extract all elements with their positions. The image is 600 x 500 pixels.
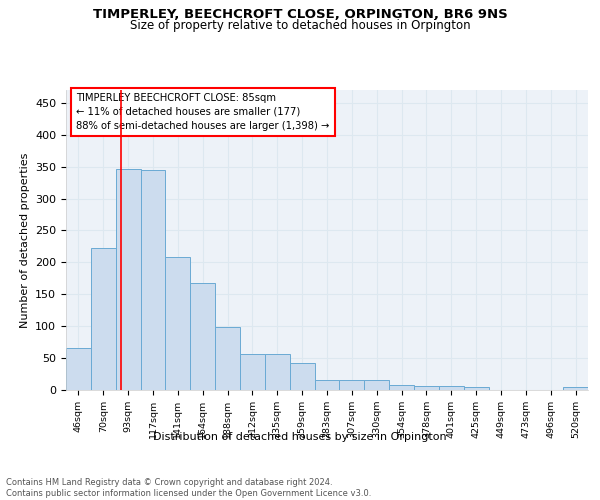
Bar <box>116 168 140 390</box>
Bar <box>265 354 290 390</box>
Bar <box>439 386 464 390</box>
Bar <box>340 380 364 390</box>
Text: Distribution of detached houses by size in Orpington: Distribution of detached houses by size … <box>153 432 447 442</box>
Text: Contains HM Land Registry data © Crown copyright and database right 2024.
Contai: Contains HM Land Registry data © Crown c… <box>6 478 371 498</box>
Text: Size of property relative to detached houses in Orpington: Size of property relative to detached ho… <box>130 19 470 32</box>
Bar <box>563 387 588 390</box>
Bar <box>190 283 215 390</box>
Bar <box>66 348 91 390</box>
Bar <box>215 328 240 390</box>
Bar <box>414 386 439 390</box>
Text: TIMPERLEY, BEECHCROFT CLOSE, ORPINGTON, BR6 9NS: TIMPERLEY, BEECHCROFT CLOSE, ORPINGTON, … <box>92 8 508 20</box>
Bar <box>314 380 340 390</box>
Bar <box>166 257 190 390</box>
Bar <box>240 354 265 390</box>
Bar <box>140 170 166 390</box>
Bar <box>91 248 116 390</box>
Bar <box>290 363 314 390</box>
Text: TIMPERLEY BEECHCROFT CLOSE: 85sqm
← 11% of detached houses are smaller (177)
88%: TIMPERLEY BEECHCROFT CLOSE: 85sqm ← 11% … <box>76 93 330 131</box>
Bar <box>389 385 414 390</box>
Bar <box>464 387 488 390</box>
Y-axis label: Number of detached properties: Number of detached properties <box>20 152 29 328</box>
Bar <box>364 380 389 390</box>
